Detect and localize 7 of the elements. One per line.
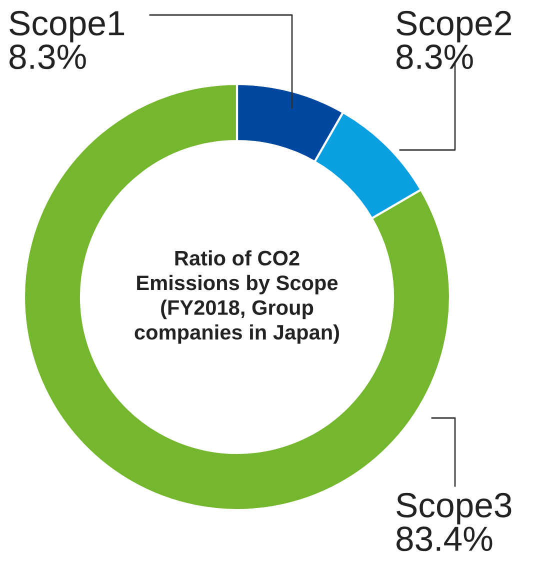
data-label: 8.3% <box>10 44 86 70</box>
data-label: 8.3% <box>396 44 473 70</box>
text: Ratio of CO2 Emissions by Scope (FY2018, Group companies in Japan) <box>134 250 340 344</box>
slice-label: Scope3 <box>396 492 512 524</box>
slice-label: Scope1 <box>10 10 124 42</box>
data-label: 83.4% <box>396 526 492 552</box>
slice-label: Scope2 <box>396 10 512 42</box>
